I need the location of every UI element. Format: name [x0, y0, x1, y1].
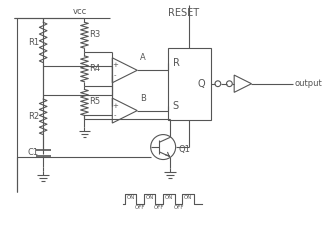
Text: B: B	[140, 94, 146, 103]
Text: RESET: RESET	[168, 8, 199, 18]
Text: ON: ON	[126, 195, 135, 200]
Text: output: output	[295, 79, 322, 88]
Text: OFF: OFF	[154, 205, 164, 210]
Text: ON: ON	[146, 195, 154, 200]
Text: Q: Q	[198, 79, 205, 89]
Text: vcc: vcc	[72, 7, 87, 16]
Text: -: -	[114, 112, 116, 118]
Text: A: A	[140, 53, 146, 62]
Text: Q1: Q1	[178, 145, 190, 154]
Text: R3: R3	[89, 30, 100, 39]
Text: ON: ON	[184, 195, 192, 200]
Bar	[168, 48, 211, 120]
Text: R5: R5	[89, 97, 100, 106]
Text: R: R	[173, 58, 180, 67]
Text: R4: R4	[89, 64, 100, 73]
Text: OFF: OFF	[135, 205, 145, 210]
Text: +: +	[112, 63, 118, 68]
Text: R1: R1	[28, 38, 39, 47]
Text: R2: R2	[28, 112, 39, 121]
Text: +: +	[112, 103, 118, 109]
Text: OFF: OFF	[173, 205, 184, 210]
Text: ON: ON	[165, 195, 173, 200]
Text: C1: C1	[28, 148, 39, 157]
Text: S: S	[173, 101, 179, 111]
Text: -: -	[114, 72, 116, 78]
